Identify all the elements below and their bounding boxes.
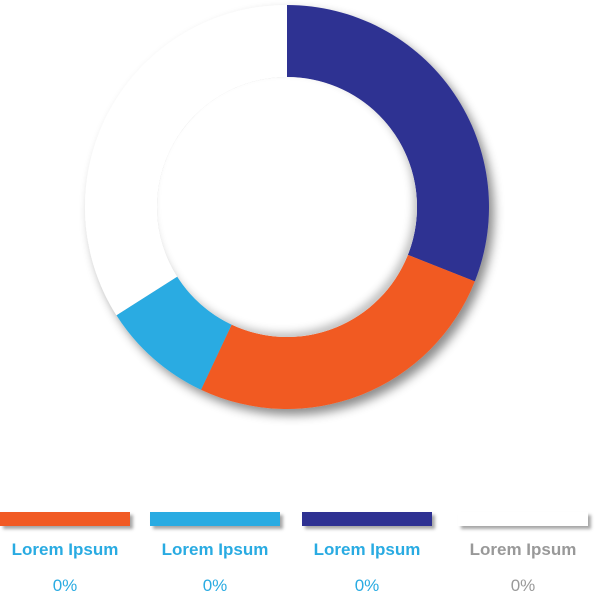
legend-swatch — [150, 512, 280, 526]
legend-item-white: Lorem Ipsum 0% — [458, 510, 598, 595]
slice-light-blue — [116, 276, 232, 390]
legend-label: Lorem Ipsum — [313, 540, 421, 559]
donut-hole — [157, 77, 417, 337]
donut-chart — [85, 5, 489, 409]
legend-value: 0% — [354, 576, 380, 595]
slice-white — [85, 5, 288, 316]
slice-orange — [200, 254, 475, 409]
legend-swatch — [302, 512, 432, 526]
donut-slices — [85, 5, 489, 409]
legend-label: Lorem Ipsum — [469, 540, 577, 559]
legend-value: 0% — [52, 576, 78, 595]
legend-value: 0% — [510, 576, 536, 595]
chart-legend: Lorem Ipsum 0% Lorem Ipsum 0% Lorem Ipsu… — [0, 510, 600, 595]
legend-label: Lorem Ipsum — [11, 540, 119, 559]
legend-swatch — [458, 512, 588, 526]
legend-item-light-blue: Lorem Ipsum 0% — [150, 510, 290, 595]
legend-swatch — [0, 512, 130, 526]
donut-chart-svg — [85, 5, 489, 409]
legend-value: 0% — [202, 576, 228, 595]
legend-label: Lorem Ipsum — [161, 540, 269, 559]
slice-navy — [287, 5, 489, 282]
legend-item-navy: Lorem Ipsum 0% — [302, 510, 442, 595]
legend-item-orange: Lorem Ipsum 0% — [0, 510, 140, 595]
